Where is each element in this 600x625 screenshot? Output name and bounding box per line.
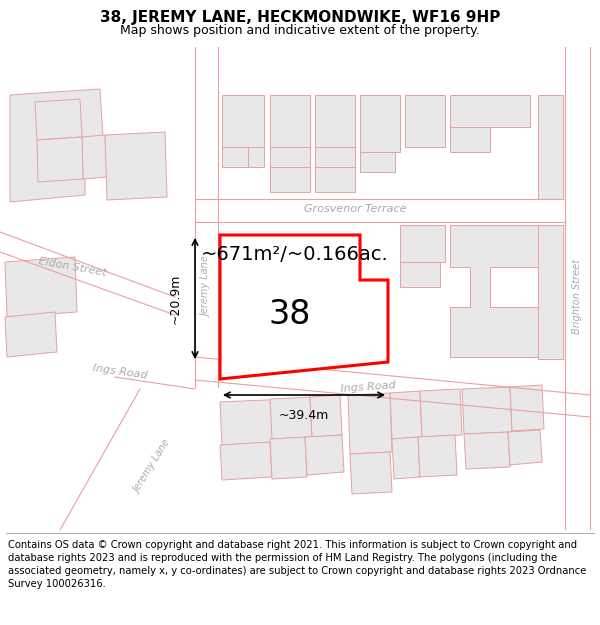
Polygon shape (538, 225, 563, 359)
Polygon shape (222, 147, 248, 167)
Polygon shape (390, 391, 422, 439)
Text: Ings Road: Ings Road (340, 380, 395, 394)
Polygon shape (195, 199, 565, 222)
Polygon shape (220, 442, 272, 480)
Polygon shape (37, 137, 83, 182)
Text: ~39.4m: ~39.4m (279, 409, 329, 422)
Text: Eldon Street: Eldon Street (37, 256, 107, 278)
Polygon shape (315, 95, 355, 192)
Polygon shape (450, 127, 490, 152)
Polygon shape (60, 377, 195, 530)
Polygon shape (360, 152, 395, 172)
Polygon shape (5, 257, 77, 317)
Polygon shape (360, 95, 400, 152)
Polygon shape (105, 132, 167, 200)
Polygon shape (565, 47, 590, 530)
Text: Map shows position and indicative extent of the property.: Map shows position and indicative extent… (120, 24, 480, 37)
Polygon shape (538, 95, 563, 199)
Polygon shape (462, 387, 512, 434)
Polygon shape (315, 147, 355, 167)
Text: Grosvenor Terrace: Grosvenor Terrace (304, 204, 406, 214)
Polygon shape (310, 395, 342, 437)
Polygon shape (450, 225, 538, 357)
Text: ~20.9m: ~20.9m (169, 273, 182, 324)
Text: Contains OS data © Crown copyright and database right 2021. This information is : Contains OS data © Crown copyright and d… (8, 539, 586, 589)
Polygon shape (35, 99, 82, 140)
Text: Jeremy Lane: Jeremy Lane (131, 439, 172, 496)
Polygon shape (348, 393, 392, 454)
Polygon shape (400, 262, 440, 287)
Text: Brighton Street: Brighton Street (572, 259, 582, 334)
Polygon shape (450, 95, 530, 127)
Polygon shape (270, 437, 307, 479)
Polygon shape (248, 147, 264, 167)
Text: 38: 38 (269, 299, 311, 331)
Polygon shape (270, 397, 312, 439)
Polygon shape (195, 47, 218, 387)
Text: ~671m²/~0.166ac.: ~671m²/~0.166ac. (201, 246, 389, 264)
Polygon shape (305, 435, 344, 475)
Polygon shape (270, 147, 310, 167)
Polygon shape (400, 225, 445, 262)
Polygon shape (222, 95, 264, 147)
Polygon shape (405, 95, 445, 147)
Polygon shape (220, 235, 388, 379)
Text: Ings Road: Ings Road (92, 363, 148, 381)
Polygon shape (220, 399, 292, 445)
Text: 38, JEREMY LANE, HECKMONDWIKE, WF16 9HP: 38, JEREMY LANE, HECKMONDWIKE, WF16 9HP (100, 11, 500, 26)
Polygon shape (392, 437, 420, 479)
Text: Jeremy Lane: Jeremy Lane (202, 257, 212, 318)
Polygon shape (418, 435, 457, 477)
Polygon shape (270, 95, 310, 192)
Polygon shape (0, 232, 175, 315)
Polygon shape (195, 357, 590, 417)
Polygon shape (5, 312, 57, 357)
Polygon shape (464, 432, 510, 469)
Polygon shape (350, 452, 392, 494)
Polygon shape (82, 135, 107, 179)
Polygon shape (510, 385, 544, 431)
Polygon shape (508, 430, 542, 465)
Polygon shape (420, 389, 462, 437)
Polygon shape (10, 89, 103, 202)
